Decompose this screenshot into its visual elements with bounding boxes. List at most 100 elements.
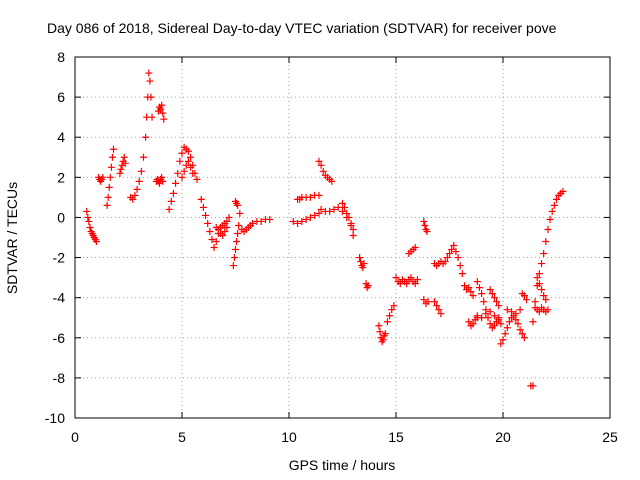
- data-point: [493, 298, 501, 306]
- data-point: [478, 290, 486, 298]
- data-point: [83, 207, 91, 215]
- data-point: [437, 310, 445, 318]
- data-point: [383, 318, 391, 326]
- data-point: [458, 270, 466, 278]
- data-point: [529, 382, 537, 390]
- data-point: [257, 217, 265, 225]
- data-point: [341, 203, 349, 211]
- data-point: [116, 169, 124, 177]
- data-point: [381, 330, 389, 338]
- data-point: [233, 238, 241, 246]
- data-point: [306, 193, 314, 201]
- x-tick-label: 15: [388, 429, 404, 445]
- data-point: [223, 223, 231, 231]
- data-point: [450, 242, 458, 250]
- data-point: [520, 334, 528, 342]
- data-point: [454, 254, 462, 262]
- data-point: [232, 246, 239, 254]
- data-point: [486, 320, 494, 328]
- data-point: [146, 77, 154, 85]
- data-point: [480, 298, 488, 306]
- data-point: [178, 149, 186, 157]
- data-point: [460, 282, 468, 290]
- data-point: [531, 298, 539, 306]
- data-point: [121, 159, 129, 167]
- data-point: [486, 286, 494, 294]
- data-point: [523, 296, 531, 304]
- data-point: [529, 318, 537, 326]
- data-point: [85, 217, 93, 225]
- data-point: [548, 207, 556, 215]
- y-tick-label: -2: [53, 250, 66, 266]
- data-point: [249, 219, 257, 227]
- data-point: [235, 221, 243, 229]
- y-tick-label: -6: [53, 330, 66, 346]
- data-point: [345, 213, 353, 221]
- data-point: [182, 161, 190, 169]
- data-point: [234, 201, 242, 209]
- data-point: [535, 308, 543, 316]
- data-point: [516, 326, 524, 334]
- x-tick-label: 20: [495, 429, 511, 445]
- data-point: [99, 173, 107, 181]
- data-point: [315, 157, 323, 165]
- data-point: [266, 215, 274, 223]
- data-point: [210, 244, 218, 252]
- data-point: [407, 274, 415, 282]
- data-point: [490, 322, 498, 330]
- data-point: [456, 262, 464, 270]
- data-point: [465, 318, 473, 326]
- data-point: [142, 133, 150, 141]
- y-tick-label: -4: [53, 290, 66, 306]
- data-point: [110, 145, 118, 153]
- data-point: [148, 113, 156, 121]
- data-point: [435, 306, 443, 314]
- data-point: [544, 225, 552, 233]
- data-point: [497, 320, 505, 328]
- data-point: [294, 219, 302, 227]
- data-point: [392, 274, 400, 282]
- data-point: [176, 157, 184, 165]
- y-tick-label: -10: [45, 410, 65, 426]
- data-point: [443, 254, 451, 262]
- data-point: [184, 147, 192, 155]
- data-point: [103, 201, 111, 209]
- data-point: [535, 280, 543, 288]
- data-point: [553, 195, 560, 203]
- data-point: [495, 316, 503, 324]
- y-tick-label: 6: [57, 89, 65, 105]
- data-point: [339, 207, 346, 215]
- data-point: [223, 217, 231, 225]
- y-tick-labels: -10 -8 -6 -4 -2 0 2 4 6 8: [45, 49, 65, 426]
- data-point: [315, 191, 323, 199]
- data-point: [349, 231, 357, 239]
- data-point: [84, 213, 92, 221]
- y-tick-label: 0: [57, 209, 65, 225]
- data-point: [411, 244, 419, 252]
- data-point: [117, 165, 125, 173]
- data-point: [559, 187, 567, 195]
- data-point: [204, 219, 212, 227]
- data-point: [206, 227, 214, 235]
- data-point: [467, 288, 475, 296]
- data-point: [326, 207, 334, 215]
- data-point: [131, 191, 139, 199]
- data-point: [229, 262, 237, 270]
- data-point: [446, 250, 453, 258]
- data-point: [139, 153, 147, 161]
- data-point: [133, 185, 141, 193]
- data-point: [158, 101, 166, 109]
- data-point: [165, 205, 173, 213]
- chart-title: Day 086 of 2018, Sidereal Day-to-day VTE…: [47, 20, 557, 36]
- x-tick-labels: 0 5 10 15 20 25: [71, 429, 618, 445]
- data-point: [120, 153, 128, 161]
- data-point: [108, 153, 116, 161]
- data-point: [538, 286, 546, 294]
- data-point: [420, 217, 428, 225]
- data-point: [550, 201, 558, 209]
- data-point: [499, 336, 507, 344]
- y-tick-label: 4: [57, 129, 65, 145]
- data-point: [486, 308, 494, 316]
- data-point: [158, 173, 166, 181]
